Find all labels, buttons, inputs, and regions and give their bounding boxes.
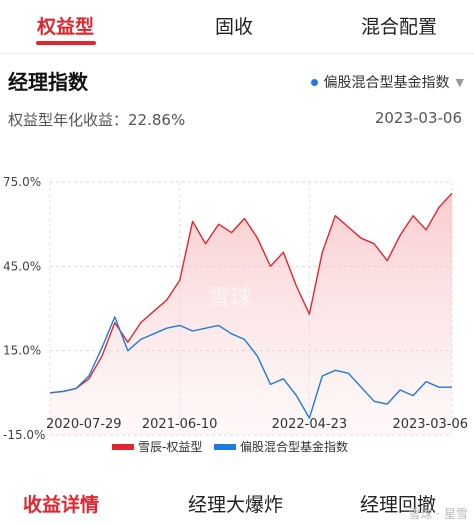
tab-manager-explosion[interactable]: 经理大爆炸	[188, 494, 284, 516]
series-line-index	[49, 316, 452, 419]
x-tick-label: 2023-03-06	[392, 417, 468, 432]
y-tick-label: 75.0%	[3, 175, 41, 189]
top-tab-bar: 权益型 固收 混合配置	[0, 0, 474, 50]
y-tick-label: 45.0%	[3, 259, 41, 273]
index-selector[interactable]: 偏股混合型基金指数 ▼	[310, 72, 464, 92]
tab-equity[interactable]: 权益型	[37, 16, 95, 38]
legend-swatch-red	[112, 443, 134, 450]
x-tick-label: 2020-07-29	[46, 417, 122, 432]
tab-manager-drawdown[interactable]: 经理回撤	[360, 494, 437, 516]
legend-item-fund: 雪辰-权益型	[112, 438, 202, 455]
legend-swatch-blue	[214, 443, 236, 450]
y-tick-label: 15.0%	[3, 344, 41, 358]
legend-item-index: 偏股混合型基金指数	[214, 438, 348, 455]
x-tick-label: 2022-04-23	[272, 417, 348, 432]
tab-return-details[interactable]: 收益详情	[23, 494, 100, 516]
series-line-fund	[49, 192, 453, 394]
chart-legend: 雪辰-权益型 偏股混合型基金指数	[0, 438, 474, 454]
active-tab-indicator	[36, 41, 96, 45]
x-tick-label: 2021-06-10	[142, 417, 218, 432]
as-of-date: 2023-03-06	[374, 109, 462, 127]
index-selector-label: 偏股混合型基金指数	[323, 75, 450, 91]
chart-watermark: 雪球	[208, 286, 252, 311]
tab-fixed-income[interactable]: 固收	[215, 16, 254, 38]
header-divider	[0, 53, 474, 54]
tab-mixed-allocation[interactable]: 混合配置	[361, 16, 438, 38]
index-dot-icon	[310, 78, 318, 86]
y-tick-label: -15.0%	[3, 428, 45, 442]
performance-chart: 75.0% 45.0% 15.0% -15.0% 2020-07-29 2021-06-…	[3, 175, 468, 442]
chevron-down-icon: ▼	[455, 75, 464, 89]
series-area-fund	[50, 193, 452, 435]
section-title: 经理指数	[8, 70, 88, 94]
annual-return-label: 权益型年化收益：22.86%	[8, 111, 186, 129]
legend-label-index: 偏股混合型基金指数	[240, 440, 349, 454]
legend-label-fund: 雪辰-权益型	[138, 440, 203, 454]
watermark-text: 雪球 · 星雪	[408, 507, 468, 521]
bottom-tab-bar: 收益详情 经理大爆炸 经理回撤	[0, 486, 474, 526]
